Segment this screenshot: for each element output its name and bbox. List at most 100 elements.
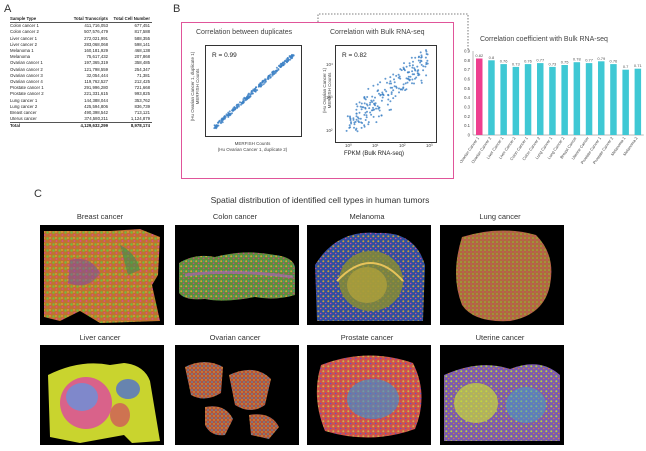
cell-sample-type: Lung cancer 2: [10, 103, 38, 109]
scatter2-point: [399, 68, 402, 71]
cell-total-transcripts: 119,762,527: [84, 79, 108, 85]
scatter2-point: [420, 79, 423, 82]
bar-value-label: 0.73: [549, 61, 558, 66]
scatter2-point: [388, 82, 391, 85]
scatter2-point: [405, 77, 408, 80]
bar-y-tick-label: 0.3: [464, 105, 470, 110]
cell-total-transcripts: 374,580,211: [84, 116, 108, 122]
scatter2-point: [390, 91, 393, 94]
scatter2-point: [414, 56, 417, 59]
scatter2-point: [425, 74, 428, 77]
scatter2-ylabel-1: MERFISH Counts: [327, 72, 332, 109]
table-row: Melanoma 75,617,432 207,868: [10, 54, 152, 60]
scatter2-point: [361, 122, 364, 124]
bar-chart-title: Correlation coefficient with Bulk RNA-se…: [480, 36, 608, 43]
scatter2-point: [393, 85, 396, 88]
scatter1-point: [247, 94, 249, 97]
scatter2-point: [413, 82, 415, 85]
table-row: Ovarian cancer 2 121,798,559 254,347: [10, 67, 152, 73]
scatter1-plot: [213, 53, 295, 130]
panel-letter-c: C: [34, 188, 42, 200]
scatter1-point: [220, 122, 222, 125]
scatter1-frame: R = 0.99: [205, 45, 302, 137]
total-label: Total: [10, 123, 20, 129]
scatter2-r-label: R = 0.82: [342, 52, 367, 59]
bar-colon-cancer-2: [537, 63, 544, 135]
scatter2-point: [369, 111, 372, 114]
scatter1-point: [216, 125, 219, 128]
scatter2-point: [418, 55, 420, 58]
scatter1-point: [291, 55, 294, 58]
scatter1-point: [231, 109, 234, 112]
scatter2-point: [393, 78, 395, 81]
scatter1-point: [213, 124, 216, 127]
panel-letter-a: A: [4, 3, 12, 15]
scatter2-point: [364, 98, 367, 101]
cell-total-transcripts: 411,716,053: [84, 23, 108, 29]
scatter1-point: [254, 87, 257, 90]
table-row: Liver cancer 1 272,021,991 588,355: [10, 36, 152, 42]
cell-total-cells: 358,485: [134, 60, 150, 66]
scatter1-xlabel-1: MERFISH Counts: [234, 141, 271, 146]
tissue-title-ovarian: Ovarian cancer: [209, 333, 261, 342]
scatter2-point: [393, 81, 396, 84]
table-row: Ovarian cancer 4 119,762,527 212,425: [10, 79, 152, 85]
scatter2-point: [380, 114, 383, 117]
scatter2-point: [411, 82, 413, 85]
scatter2-point: [375, 107, 378, 110]
tissue-title-colon: Colon cancer: [212, 212, 258, 221]
scatter2-point: [364, 106, 367, 109]
scatter1-point: [242, 98, 245, 101]
scatter2-xlabel: FPKM (Bulk RNA-seq): [344, 151, 405, 157]
scatter2-point: [380, 99, 383, 102]
scatter2-point: [360, 108, 363, 111]
bar-breast-cancer: [573, 62, 581, 136]
scatter1-point: [269, 73, 272, 76]
scatter2-point: [363, 113, 366, 116]
scatter2-point: [348, 126, 351, 129]
table-total-row: Total 4,129,632,299 8,978,174: [10, 122, 152, 129]
bar-y-tick-label: 0.6: [464, 77, 470, 82]
tissue-image-colon: [175, 225, 299, 325]
scatter2-point: [392, 73, 395, 76]
scatter2-point: [390, 108, 392, 111]
scatter2-plot: [345, 49, 429, 133]
scatter2-point: [417, 59, 420, 62]
scatter2-point: [407, 75, 410, 78]
bar-ovarian-cancer-2: [488, 60, 495, 135]
cell-total-transcripts: 221,331,615: [84, 91, 108, 97]
scatter2-point: [354, 128, 357, 131]
table-row: Liver cancer 2 283,068,068 598,141: [10, 42, 152, 48]
tissue-title-lung: Lung cancer: [479, 212, 521, 221]
cell-total-transcripts: 490,398,542: [84, 110, 108, 116]
cell-total-cells: 713,121: [134, 110, 150, 116]
scatter2-point: [371, 95, 374, 98]
scatter1-point: [284, 60, 287, 63]
section-c-title: Spatial distribution of identified cell …: [210, 195, 430, 205]
scatter2-point: [420, 81, 423, 84]
scatter2-frame: R = 0.82: [335, 45, 437, 143]
sample-summary-table: Sample Type Total Transcripts Total Cell…: [10, 16, 152, 130]
scatter2-point: [411, 66, 414, 69]
scatter1-point: [259, 82, 262, 84]
scatter2-y-tick-label: 10²: [326, 128, 333, 133]
scatter2-point: [362, 106, 365, 109]
scatter2-point: [379, 94, 382, 97]
cell-total-transcripts: 144,388,044: [84, 97, 108, 103]
scatter2-point: [420, 56, 423, 59]
scatter2-y-tick-label: 10³: [326, 95, 333, 100]
scatter2-point: [388, 109, 391, 111]
scatter2-point: [424, 56, 427, 59]
scatter2-x-tick-label: 10¹: [372, 143, 379, 148]
scatter2-point: [398, 87, 400, 90]
cell-total-transcripts: 283,068,068: [84, 41, 108, 47]
bar-uterine-cancer: [585, 63, 593, 135]
scatter2-x-tick-label: 10⁰: [345, 143, 352, 148]
scatter2-point: [376, 105, 379, 108]
scatter2-point: [360, 126, 363, 129]
scatter2-point: [353, 123, 356, 126]
scatter2-point: [346, 115, 349, 118]
scatter2-point: [408, 62, 411, 65]
scatter2-point: [355, 103, 358, 106]
